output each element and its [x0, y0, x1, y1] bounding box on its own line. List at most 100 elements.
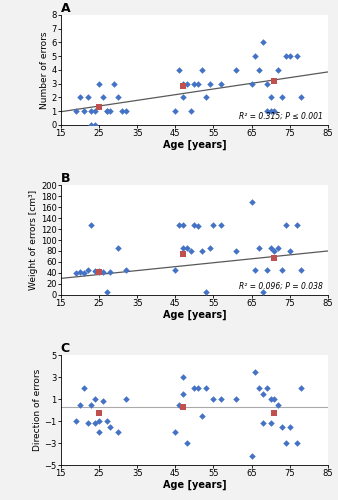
Point — [89, 107, 94, 115]
Point — [280, 266, 285, 274]
Point — [123, 395, 128, 403]
Point — [272, 410, 277, 418]
Text: R² = 0.096; P = 0.038: R² = 0.096; P = 0.038 — [239, 282, 322, 290]
Point — [173, 266, 178, 274]
X-axis label: Age [years]: Age [years] — [163, 480, 226, 490]
Point — [195, 384, 201, 392]
Point — [275, 400, 281, 408]
Text: A: A — [61, 2, 70, 15]
Point — [264, 80, 269, 88]
Point — [295, 220, 300, 228]
Point — [257, 66, 262, 74]
Point — [89, 220, 94, 228]
Point — [257, 384, 262, 392]
Point — [207, 244, 212, 252]
Point — [108, 268, 113, 276]
Point — [298, 384, 304, 392]
Point — [119, 107, 125, 115]
Point — [93, 268, 98, 276]
Point — [180, 94, 186, 102]
Point — [268, 107, 273, 115]
Point — [184, 80, 189, 88]
Point — [287, 422, 292, 430]
Point — [108, 107, 113, 115]
Point — [203, 94, 209, 102]
Point — [283, 439, 289, 447]
Y-axis label: Weight of errors [cm³]: Weight of errors [cm³] — [29, 190, 38, 290]
Point — [81, 269, 87, 277]
Point — [295, 52, 300, 60]
Point — [93, 395, 98, 403]
Point — [199, 247, 205, 255]
Point — [104, 107, 109, 115]
Point — [287, 247, 292, 255]
Point — [115, 244, 121, 252]
Point — [199, 66, 205, 74]
X-axis label: Age [years]: Age [years] — [163, 140, 226, 149]
Point — [81, 384, 87, 392]
Point — [173, 428, 178, 436]
Point — [100, 94, 105, 102]
Point — [123, 107, 128, 115]
Point — [96, 268, 102, 276]
Point — [77, 400, 82, 408]
Point — [73, 269, 79, 277]
Point — [96, 268, 102, 276]
Point — [184, 244, 189, 252]
Point — [180, 244, 186, 252]
Point — [115, 428, 121, 436]
Point — [93, 121, 98, 129]
Point — [249, 198, 254, 205]
Point — [180, 373, 186, 381]
Y-axis label: Number of errors: Number of errors — [40, 31, 49, 108]
Point — [93, 420, 98, 428]
Point — [96, 102, 102, 110]
Point — [192, 220, 197, 228]
Point — [272, 395, 277, 403]
Point — [96, 410, 102, 418]
Point — [280, 422, 285, 430]
Point — [211, 220, 216, 228]
Point — [73, 107, 79, 115]
Point — [249, 80, 254, 88]
Point — [272, 254, 277, 262]
Point — [188, 247, 193, 255]
Point — [260, 390, 266, 398]
Point — [298, 94, 304, 102]
Point — [104, 107, 109, 115]
Text: R² = 0.315; P ≤ 0.001: R² = 0.315; P ≤ 0.001 — [239, 112, 322, 120]
Point — [283, 52, 289, 60]
Text: B: B — [61, 172, 70, 185]
Point — [195, 222, 201, 230]
Point — [272, 77, 277, 85]
Point — [176, 66, 182, 74]
Point — [234, 66, 239, 74]
Point — [234, 395, 239, 403]
Point — [73, 417, 79, 425]
Point — [234, 247, 239, 255]
Point — [176, 220, 182, 228]
Point — [123, 266, 128, 274]
Point — [112, 80, 117, 88]
Point — [93, 107, 98, 115]
Point — [295, 439, 300, 447]
Point — [85, 266, 90, 274]
Point — [96, 417, 102, 425]
Point — [249, 452, 254, 460]
Point — [199, 412, 205, 420]
Point — [283, 220, 289, 228]
Point — [192, 384, 197, 392]
Point — [253, 52, 258, 60]
Point — [85, 420, 90, 428]
Point — [268, 94, 273, 102]
Point — [96, 428, 102, 436]
Point — [218, 80, 224, 88]
Point — [268, 395, 273, 403]
Point — [268, 244, 273, 252]
Point — [184, 439, 189, 447]
Point — [176, 400, 182, 408]
Point — [203, 288, 209, 296]
Point — [89, 121, 94, 129]
Point — [253, 266, 258, 274]
Point — [100, 268, 105, 276]
